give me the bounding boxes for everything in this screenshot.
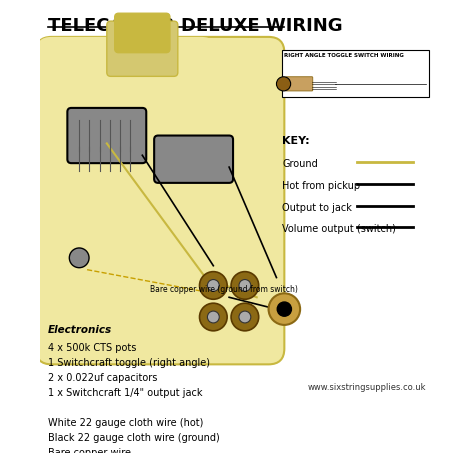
FancyBboxPatch shape <box>154 135 233 183</box>
FancyBboxPatch shape <box>36 37 284 364</box>
Text: Ground: Ground <box>283 159 318 169</box>
Text: Output to jack: Output to jack <box>283 202 352 212</box>
Text: www.sixstringsupplies.co.uk: www.sixstringsupplies.co.uk <box>308 383 427 392</box>
Text: White 22 gauge cloth wire (hot): White 22 gauge cloth wire (hot) <box>47 418 203 428</box>
Text: 1 Switchcraft toggle (right angle): 1 Switchcraft toggle (right angle) <box>47 358 210 368</box>
Text: KEY:: KEY: <box>283 135 310 145</box>
Text: 2 x 0.022uf capacitors: 2 x 0.022uf capacitors <box>47 373 157 383</box>
Text: 1 x Switchcraft 1/4" output jack: 1 x Switchcraft 1/4" output jack <box>47 388 202 398</box>
Text: Bare copper wire: Bare copper wire <box>47 448 131 453</box>
Text: TELECASTER DELUXE WIRING: TELECASTER DELUXE WIRING <box>47 17 342 35</box>
Circle shape <box>231 272 259 299</box>
Circle shape <box>269 294 300 325</box>
Circle shape <box>276 77 291 91</box>
Text: Electronics: Electronics <box>47 325 112 335</box>
Circle shape <box>69 248 89 268</box>
Text: Bare copper wire (ground from switch): Bare copper wire (ground from switch) <box>150 285 298 294</box>
Circle shape <box>231 303 259 331</box>
FancyBboxPatch shape <box>36 37 217 175</box>
Circle shape <box>200 272 227 299</box>
Circle shape <box>200 303 227 331</box>
Circle shape <box>208 280 219 291</box>
Circle shape <box>239 280 251 291</box>
FancyBboxPatch shape <box>115 13 170 53</box>
Circle shape <box>239 311 251 323</box>
Text: Black 22 gauge cloth wire (ground): Black 22 gauge cloth wire (ground) <box>47 433 219 443</box>
FancyBboxPatch shape <box>285 77 313 91</box>
Text: RIGHT ANGLE TOGGLE SWITCH WIRING: RIGHT ANGLE TOGGLE SWITCH WIRING <box>284 53 404 58</box>
Text: Volume output (switch): Volume output (switch) <box>283 224 396 234</box>
Text: 4 x 500k CTS pots: 4 x 500k CTS pots <box>47 342 136 352</box>
FancyBboxPatch shape <box>107 21 178 77</box>
Circle shape <box>208 311 219 323</box>
FancyBboxPatch shape <box>67 108 146 163</box>
FancyBboxPatch shape <box>282 50 429 97</box>
Text: Hot from pickup: Hot from pickup <box>283 181 361 191</box>
Circle shape <box>277 302 292 316</box>
